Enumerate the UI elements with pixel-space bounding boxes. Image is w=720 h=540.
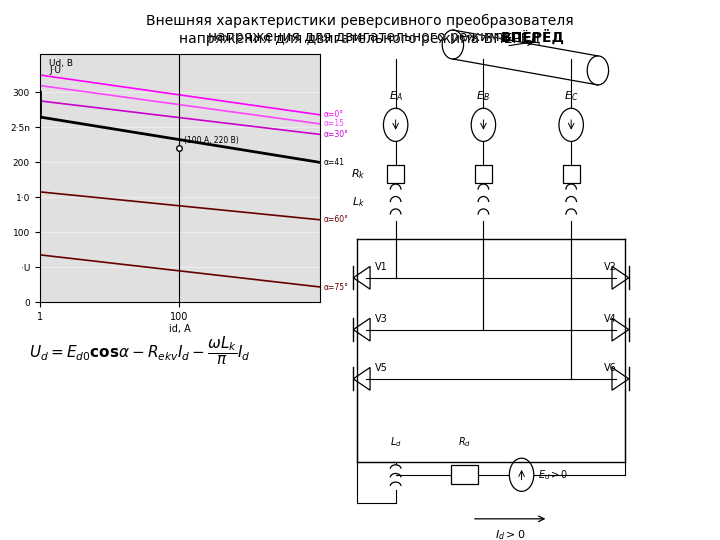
Text: V3: V3	[374, 314, 387, 324]
Polygon shape	[612, 266, 629, 289]
Text: Ud, В: Ud, В	[50, 59, 73, 68]
Text: α=15: α=15	[323, 119, 344, 129]
Text: V1: V1	[374, 262, 387, 272]
Text: (100 А, 220 В): (100 А, 220 В)	[184, 136, 238, 145]
Text: α=75°: α=75°	[323, 282, 348, 292]
Text: V5: V5	[374, 363, 387, 373]
Text: $E_B$: $E_B$	[477, 89, 490, 103]
Text: $R_k$: $R_k$	[351, 167, 365, 181]
Polygon shape	[612, 318, 629, 341]
Text: $E_C$: $E_C$	[564, 89, 578, 103]
Text: α=60°: α=60°	[323, 215, 348, 224]
Text: Внешняя характеристики реверсивного преобразователя: Внешняя характеристики реверсивного прео…	[146, 14, 574, 28]
Text: $R_d$: $R_d$	[458, 435, 471, 449]
Polygon shape	[354, 266, 370, 289]
Bar	[451, 465, 477, 484]
Text: V6: V6	[603, 363, 616, 373]
Text: напряжения для двигательного режима: напряжения для двигательного режима	[207, 30, 513, 44]
Text: $L_d$: $L_d$	[390, 435, 402, 449]
Text: напряжения для двигательного режима: напряжения для двигательного режима	[207, 30, 513, 44]
Text: ВПЕРЁД: ВПЕРЁД	[500, 30, 564, 45]
Text: $I_d>0$: $I_d>0$	[495, 528, 526, 540]
Text: J·U: J·U	[50, 66, 61, 75]
X-axis label: id, А: id, А	[169, 323, 191, 334]
Bar	[387, 165, 404, 184]
Polygon shape	[612, 367, 629, 390]
Text: α=30°: α=30°	[323, 130, 348, 139]
Text: $E_d>0$: $E_d>0$	[538, 468, 568, 482]
Text: напряжения для двигательного режима ВПЕРЁД: напряжения для двигательного режима ВПЕР…	[179, 30, 541, 46]
Text: $U_d = E_{d0}\mathbf{cos}\alpha - R_{ekv}I_d - \dfrac{\omega L_k}{\pi} I_d$: $U_d = E_{d0}\mathbf{cos}\alpha - R_{ekv…	[29, 335, 251, 367]
Text: V2: V2	[603, 262, 616, 272]
Text: α=41: α=41	[323, 158, 344, 167]
Bar	[475, 165, 492, 184]
Polygon shape	[354, 318, 370, 341]
Text: $L_k$: $L_k$	[352, 195, 365, 209]
Polygon shape	[354, 367, 370, 390]
Text: V4: V4	[603, 314, 616, 324]
Text: $E_A$: $E_A$	[389, 89, 402, 103]
Bar	[563, 165, 580, 184]
Text: α=0°: α=0°	[323, 110, 343, 119]
